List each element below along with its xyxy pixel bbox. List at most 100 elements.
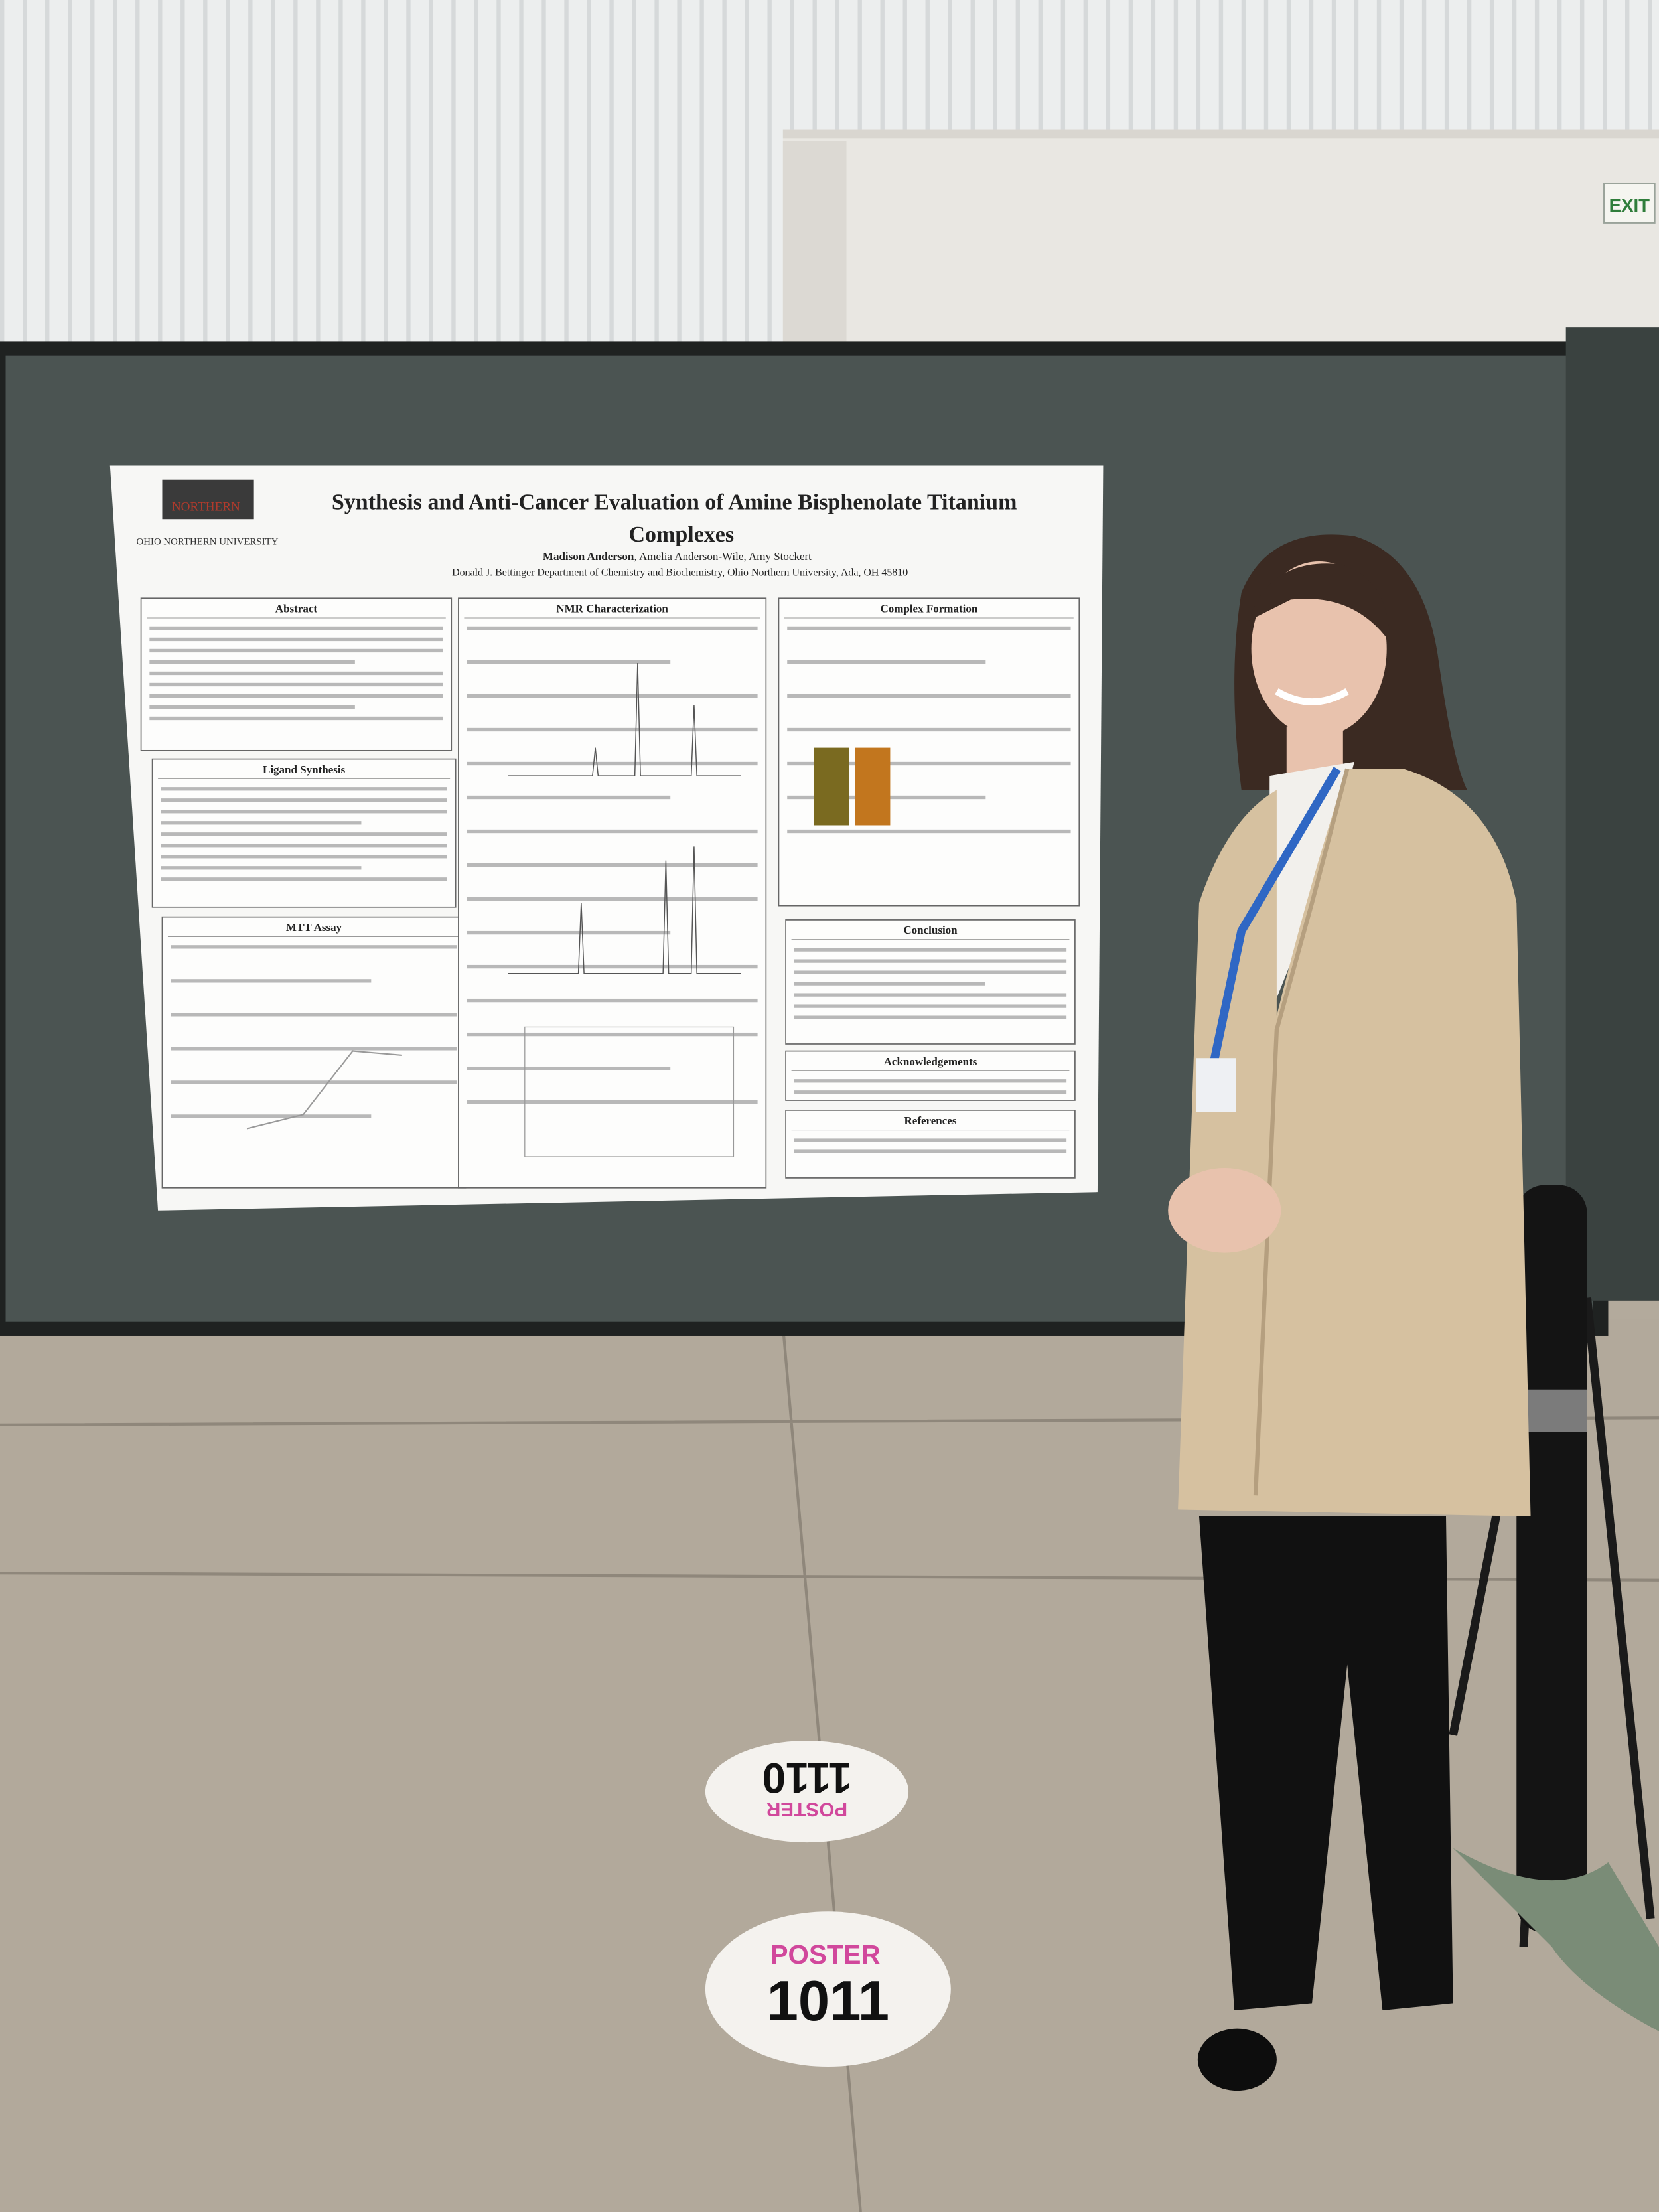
text-block	[467, 660, 671, 664]
text-block	[467, 727, 758, 732]
text-block	[467, 964, 758, 969]
affiliation: Donald J. Bettinger Department of Chemis…	[452, 567, 908, 578]
text-block	[467, 694, 758, 698]
text-block	[794, 948, 1067, 952]
text-block	[149, 648, 443, 653]
back-wall	[782, 129, 1659, 356]
coauthors: , Amelia Anderson-Wile, Amy Stockert	[634, 550, 812, 563]
vial-photo	[814, 747, 849, 826]
text-block	[171, 1047, 457, 1051]
text-block	[161, 787, 447, 791]
text-block	[149, 626, 443, 630]
nmr-trace	[508, 846, 741, 974]
section-box	[161, 916, 467, 1189]
text-block	[467, 795, 671, 800]
text-block	[161, 821, 362, 825]
text-block	[171, 1013, 457, 1017]
text-block	[161, 844, 447, 848]
text-block	[787, 727, 1071, 732]
text-block	[467, 930, 671, 935]
text-block	[161, 877, 447, 881]
text-block	[787, 829, 1071, 834]
text-block	[794, 959, 1067, 963]
text-block	[467, 761, 758, 766]
text-block	[171, 945, 457, 949]
section-heading: Acknowledgements	[884, 1055, 977, 1068]
text-block	[149, 705, 355, 709]
text-block	[467, 863, 758, 867]
text-block	[794, 982, 985, 986]
logo-name: NORTHERN	[172, 500, 240, 514]
section-heading: MTT Assay	[286, 921, 342, 934]
section-heading: Ligand Synthesis	[263, 763, 346, 776]
text-block	[171, 979, 372, 983]
text-block	[171, 1080, 457, 1084]
text-block	[467, 829, 758, 834]
text-block	[161, 810, 447, 814]
exit-text: EXIT	[1609, 195, 1650, 216]
marker-number: 1110	[762, 1754, 852, 1802]
text-block	[787, 626, 1071, 630]
side-panel	[1565, 327, 1659, 1301]
poster-title: Complexes	[628, 522, 734, 547]
text-block	[794, 1004, 1067, 1008]
text-block	[467, 1066, 671, 1070]
text-block	[794, 1138, 1067, 1142]
wall-edge	[782, 129, 1659, 139]
text-block	[794, 970, 1067, 974]
poster-sections: Abstract Ligand Synthesis MTT Assay NMR Cha…	[140, 597, 1080, 1189]
vial-photo	[855, 747, 891, 826]
marker-disc	[705, 1741, 909, 1843]
person	[1168, 534, 1531, 2091]
text-block	[467, 626, 758, 630]
nmr-trace	[508, 663, 741, 776]
assay-plot	[246, 1050, 402, 1130]
text-block	[467, 1032, 758, 1037]
text-block	[161, 866, 362, 870]
text-block	[794, 1015, 1067, 1019]
text-block	[149, 682, 443, 687]
section-heading: References	[904, 1114, 957, 1127]
text-block	[787, 761, 1071, 766]
text-block	[149, 694, 443, 698]
text-block	[794, 1149, 1067, 1153]
text-block	[467, 897, 758, 901]
marker-disc	[705, 1911, 951, 2067]
text-block	[467, 998, 758, 1003]
marker-number: 1011	[767, 1970, 889, 2033]
section-heading: NMR Characterization	[556, 603, 668, 615]
text-block	[149, 660, 355, 664]
hsqc-plot	[524, 1026, 735, 1157]
text-block	[149, 716, 443, 721]
text-block	[149, 671, 443, 676]
logo-university: OHIO NORTHERN UNIVERSITY	[137, 536, 279, 547]
marker-label: POSTER	[770, 1939, 881, 1970]
section-box	[458, 597, 767, 1189]
text-block	[171, 1114, 372, 1118]
text-block	[787, 694, 1071, 698]
section-box	[785, 1110, 1076, 1179]
logo-mark	[162, 479, 254, 520]
section-heading: Abstract	[275, 603, 318, 615]
marker-label: POSTER	[766, 1799, 847, 1820]
authors: Madison Anderson, Amelia Anderson-Wile, …	[543, 550, 812, 563]
text-block	[794, 993, 1067, 997]
text-block	[467, 1100, 758, 1104]
text-block	[794, 1079, 1067, 1083]
text-block	[161, 832, 447, 836]
text-block	[787, 660, 986, 664]
pillar	[782, 141, 847, 353]
poster-title: Synthesis and Anti-Cancer Evaluation of …	[332, 490, 1017, 514]
text-block	[161, 855, 447, 859]
text-block	[794, 1090, 1067, 1094]
floor-marker: POSTER 1110	[705, 1741, 909, 1843]
poster-tube-stand	[1449, 1185, 1659, 2031]
exit-sign	[1603, 183, 1656, 224]
section-heading: Complex Formation	[880, 603, 977, 615]
text-block	[161, 798, 447, 802]
section-heading: Conclusion	[903, 924, 958, 936]
text-block	[149, 637, 443, 642]
floor-marker: POSTER 1011	[705, 1911, 951, 2067]
